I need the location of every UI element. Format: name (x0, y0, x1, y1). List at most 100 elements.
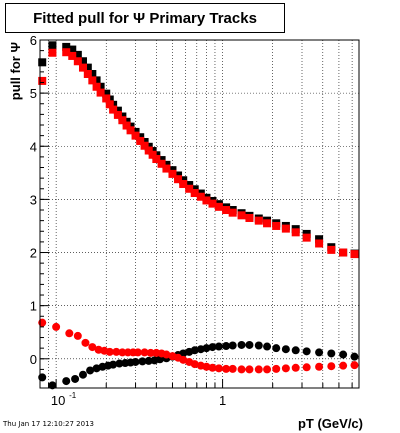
data-point (96, 88, 105, 97)
data-point (144, 146, 153, 155)
data-point (102, 89, 111, 98)
data-series (38, 41, 359, 390)
data-point (38, 76, 47, 85)
data-point (146, 348, 155, 357)
data-point (237, 211, 246, 220)
data-point (122, 121, 131, 130)
data-point (291, 363, 300, 372)
data-point (237, 340, 246, 349)
data-point (245, 365, 254, 374)
data-point (228, 208, 237, 217)
data-point (48, 41, 57, 50)
data-point (68, 51, 77, 60)
data-point (78, 370, 87, 379)
timestamp: Thu Jan 17 12:10:27 2013 (3, 420, 94, 428)
data-point (140, 141, 149, 150)
data-point (152, 155, 161, 164)
data-point (68, 45, 77, 54)
data-point (86, 366, 95, 375)
chart-title-box: Fitted pull for Ψ Primary Tracks (5, 3, 285, 33)
data-point (350, 352, 359, 361)
series-3 (38, 318, 359, 374)
data-point (196, 192, 205, 201)
data-point (190, 346, 199, 355)
data-point (315, 235, 324, 244)
data-point (118, 116, 127, 125)
data-point (327, 245, 336, 254)
y-tick-label: 2 (30, 246, 37, 261)
data-point (73, 331, 82, 340)
data-point (254, 216, 263, 225)
data-point (245, 340, 254, 349)
y-tick-label: 4 (30, 139, 37, 154)
data-point (315, 348, 324, 357)
data-point (78, 63, 87, 72)
data-point (263, 219, 272, 228)
data-point (168, 169, 177, 178)
data-point (350, 361, 359, 370)
data-point (272, 344, 281, 353)
data-point (109, 105, 118, 114)
x-axis-label: pT (GeV/c) (298, 416, 363, 431)
data-point (73, 50, 82, 59)
data-point (228, 364, 237, 373)
data-point (157, 159, 166, 168)
data-point (144, 356, 153, 365)
data-point (88, 76, 97, 85)
data-point (327, 349, 336, 358)
y-tick-label: 6 (30, 33, 37, 48)
data-point (118, 348, 127, 357)
grid (39, 39, 359, 388)
data-point (254, 341, 263, 350)
data-point (65, 329, 74, 338)
data-point (302, 233, 311, 242)
y-tick-label: 3 (30, 192, 37, 207)
data-point (302, 363, 311, 372)
data-point (62, 42, 71, 51)
data-point (315, 239, 324, 248)
data-point (222, 206, 231, 215)
data-point (190, 189, 199, 198)
data-point (81, 338, 90, 347)
data-point (148, 150, 157, 159)
data-point (48, 48, 57, 57)
data-point (263, 365, 272, 374)
data-point (302, 347, 311, 356)
data-point (131, 357, 140, 366)
data-point (102, 94, 111, 103)
data-point (71, 374, 80, 383)
data-point (281, 364, 290, 373)
data-point (202, 196, 211, 205)
data-point (228, 341, 237, 350)
data-point (190, 360, 199, 369)
data-point (38, 318, 47, 327)
data-point (96, 82, 105, 91)
data-point (92, 82, 101, 91)
data-point (136, 136, 145, 145)
data-point (92, 76, 101, 85)
data-point (254, 365, 263, 374)
data-point (263, 342, 272, 351)
data-point (38, 58, 47, 67)
data-point (174, 175, 183, 184)
data-point (202, 362, 211, 371)
data-point (208, 199, 217, 208)
data-point (185, 184, 194, 193)
data-point (133, 348, 142, 357)
x-tick-label: 1 (219, 393, 226, 408)
data-point (113, 106, 122, 115)
x-tick-label: 10 (51, 393, 65, 408)
data-point (214, 342, 223, 351)
y-tick-label: 1 (30, 299, 37, 314)
y-tick-label: 0 (30, 352, 37, 367)
data-point (222, 364, 231, 373)
data-point (272, 364, 281, 373)
data-point (327, 362, 336, 371)
data-point (245, 213, 254, 222)
y-tick-label: 5 (30, 86, 37, 101)
data-point (222, 342, 231, 351)
data-point (272, 221, 281, 230)
data-point (112, 347, 121, 356)
data-point (140, 348, 149, 357)
